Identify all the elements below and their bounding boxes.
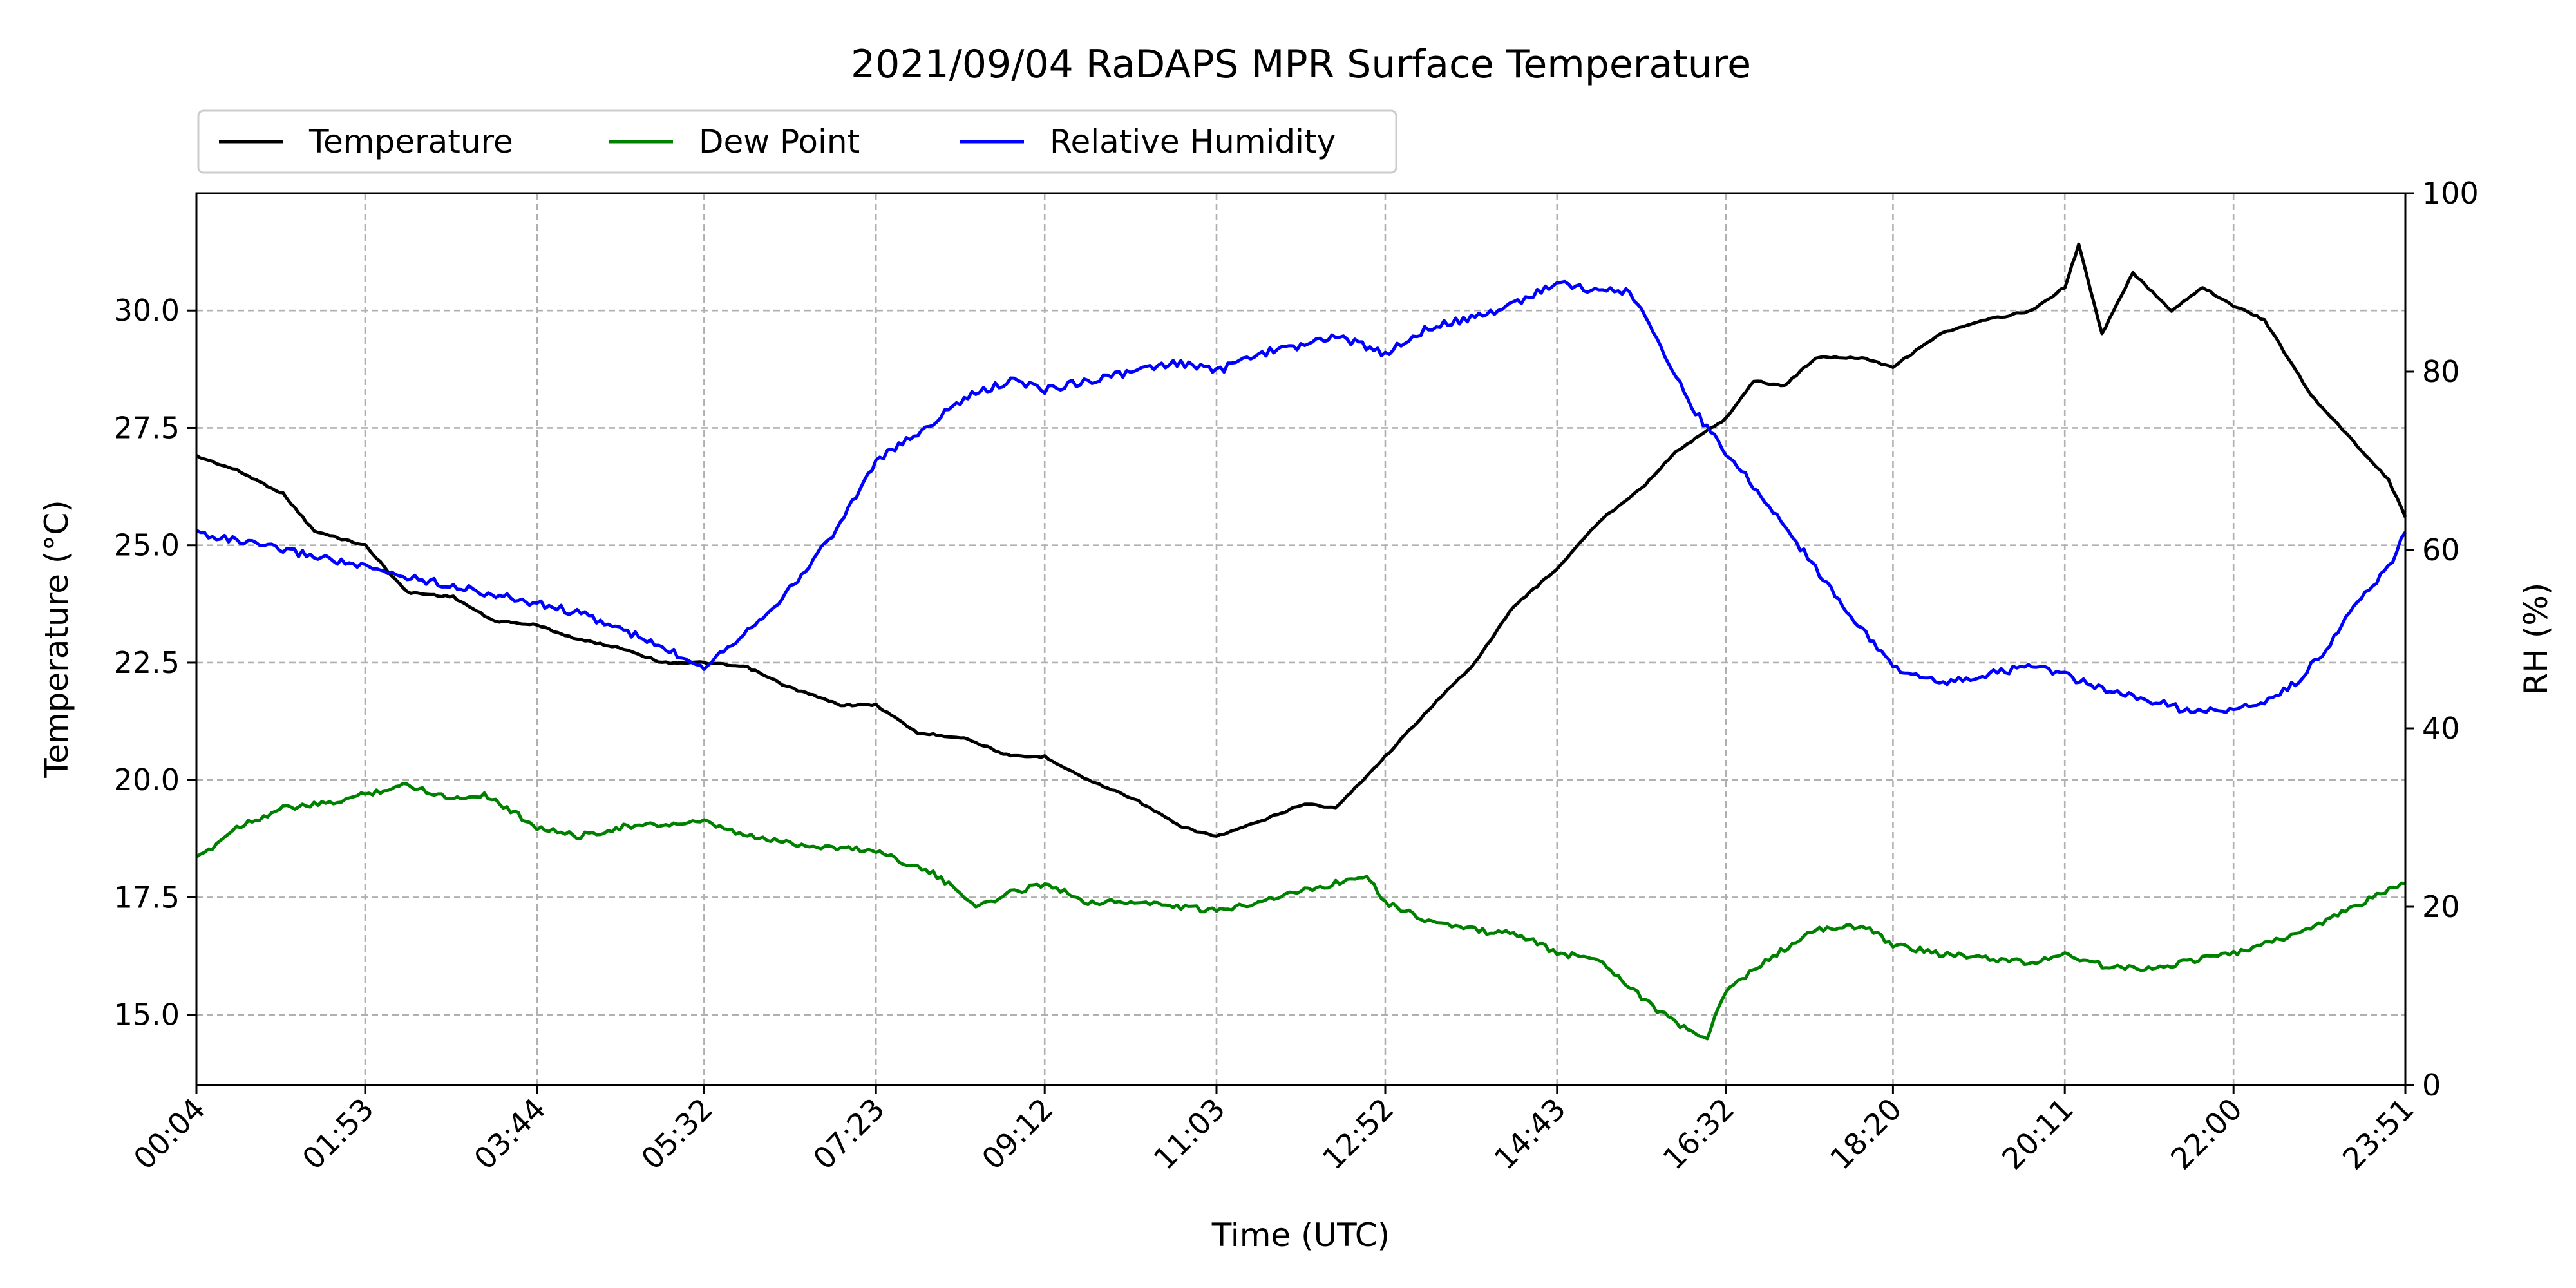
y-tick-label: 27.5	[114, 410, 180, 445]
y-tick-label: 30.0	[114, 293, 180, 328]
legend: Temperature Dew Point Relative Humidity	[197, 109, 1397, 174]
y-tick-label: 22.5	[114, 645, 180, 680]
x-tick-label: 00:04	[127, 1092, 212, 1177]
x-tick-label: 11:03	[1147, 1092, 1232, 1177]
legend-label: Relative Humidity	[1050, 123, 1336, 160]
gridlines	[196, 193, 2405, 1085]
y-axis-left: 15.0 17.5 20.0 22.5 25.0 27.5 30.0	[114, 293, 196, 1032]
series-layer	[195, 242, 2407, 1041]
series-line-temperature	[195, 242, 2407, 838]
y-axis-right: 0 20 40 60 80 100	[2405, 176, 2479, 1103]
x-tick-label: 20:11	[1995, 1092, 2080, 1177]
x-axis: 00:04 01:53 03:44 05:32 07:23 09:12 11:03 12:52…	[127, 1085, 2421, 1177]
x-tick-label: 01:53	[296, 1092, 381, 1177]
x-axis-label: Time (UTC)	[1211, 1217, 1390, 1254]
y2-tick-label: 40	[2422, 711, 2460, 746]
x-tick-label: 05:32	[634, 1092, 719, 1177]
y2-axis-label: RH (%)	[2517, 583, 2555, 696]
y-axis-label: Temperature (°C)	[38, 500, 75, 779]
y-tick-label: 20.0	[114, 762, 180, 797]
legend-box	[197, 109, 1397, 174]
x-tick-label: 14:43	[1488, 1092, 1573, 1177]
series-line-dew-point	[195, 782, 2406, 1041]
legend-label: Temperature	[308, 123, 513, 160]
y-tick-label: 15.0	[114, 998, 180, 1032]
x-tick-label: 16:32	[1656, 1092, 1741, 1177]
x-tick-label: 18:20	[1823, 1092, 1908, 1177]
y-tick-label: 17.5	[114, 880, 180, 914]
y2-tick-label: 0	[2422, 1068, 2441, 1103]
x-tick-label: 07:23	[806, 1092, 891, 1177]
x-tick-label: 12:52	[1316, 1092, 1401, 1177]
x-tick-label: 22:00	[2164, 1092, 2249, 1177]
y-tick-label: 25.0	[114, 528, 180, 563]
series-line-relative-humidity	[195, 279, 2407, 715]
y2-tick-label: 100	[2422, 176, 2479, 211]
y2-tick-label: 20	[2422, 889, 2460, 924]
chart-title: 2021/09/04 RaDAPS MPR Surface Temperatur…	[851, 42, 1751, 87]
x-tick-label: 23:51	[2336, 1092, 2421, 1177]
legend-label: Dew Point	[699, 123, 860, 160]
plot-frame	[195, 192, 2407, 1086]
x-tick-label: 03:44	[468, 1092, 553, 1177]
x-tick-label: 09:12	[975, 1092, 1060, 1177]
y2-tick-label: 80	[2422, 354, 2460, 389]
y2-tick-label: 60	[2422, 533, 2460, 567]
